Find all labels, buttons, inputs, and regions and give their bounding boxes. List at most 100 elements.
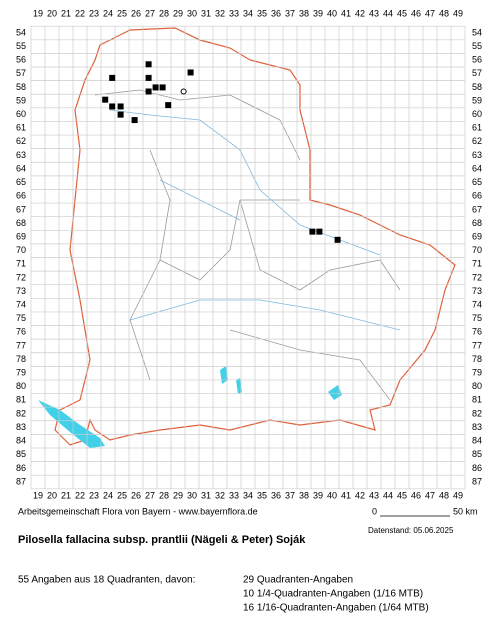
column-label: 33: [229, 490, 239, 500]
column-label: 21: [61, 8, 71, 18]
row-label: 66: [16, 191, 26, 201]
row-label: 58: [16, 82, 26, 92]
column-label: 36: [271, 8, 281, 18]
markers: [102, 61, 341, 243]
row-label: 86: [472, 463, 482, 473]
row-label: 76: [16, 327, 26, 337]
column-label: 30: [187, 490, 197, 500]
row-label: 58: [472, 82, 482, 92]
marker-square: [187, 69, 194, 76]
row-label: 70: [16, 245, 26, 255]
row-label: 68: [472, 218, 482, 228]
row-label: 54: [472, 27, 482, 37]
row-label: 71: [16, 259, 26, 269]
row-label: 63: [16, 150, 26, 160]
column-label: 27: [145, 8, 155, 18]
row-label: 78: [16, 354, 26, 364]
column-label: 35: [257, 490, 267, 500]
column-label: 22: [75, 490, 85, 500]
column-label: 40: [327, 490, 337, 500]
row-label: 77: [16, 340, 26, 350]
column-label: 26: [131, 8, 141, 18]
row-label: 66: [472, 191, 482, 201]
marker-square: [334, 236, 341, 243]
row-label: 77: [472, 340, 482, 350]
column-label: 42: [355, 490, 365, 500]
marker-square: [152, 84, 159, 91]
row-label: 84: [472, 436, 482, 446]
credit: Arbeitsgemeinschaft Flora von Bayern - w…: [18, 506, 258, 516]
row-label: 85: [16, 449, 26, 459]
row-label: 65: [16, 177, 26, 187]
grid-labels: 19 19 20 20 21 21 22 22 23 23 24 24 25 25 26 26 27 27 28 28…: [16, 8, 482, 500]
marker-square: [159, 84, 166, 91]
row-label: 78: [472, 354, 482, 364]
row-label: 56: [472, 55, 482, 65]
column-label: 44: [383, 8, 393, 18]
row-label: 87: [16, 476, 26, 486]
column-label: 24: [103, 490, 113, 500]
marker-square: [109, 103, 116, 110]
marker-circle: [180, 88, 187, 95]
column-label: 29: [173, 490, 183, 500]
column-label: 48: [439, 8, 449, 18]
marker-square: [117, 103, 124, 110]
column-label: 32: [215, 490, 225, 500]
marker-square: [165, 102, 172, 109]
column-label: 44: [383, 490, 393, 500]
row-label: 74: [472, 299, 482, 309]
row-label: 57: [472, 68, 482, 78]
marker-square: [309, 228, 316, 235]
column-label: 36: [271, 490, 281, 500]
marker-square: [109, 74, 116, 81]
column-label: 33: [229, 8, 239, 18]
column-label: 23: [89, 8, 99, 18]
row-label: 70: [472, 245, 482, 255]
row-label: 60: [472, 109, 482, 119]
column-label: 48: [439, 490, 449, 500]
marker-square: [145, 61, 152, 68]
row-label: 83: [472, 422, 482, 432]
row-label: 62: [16, 136, 26, 146]
count: 16 1/16-Quadranten-Angaben (1/64 MTB): [243, 603, 429, 614]
row-label: 86: [16, 463, 26, 473]
row-label: 80: [472, 381, 482, 391]
marker-square: [145, 74, 152, 81]
row-label: 55: [16, 41, 26, 51]
column-label: 37: [285, 8, 295, 18]
row-label: 64: [16, 163, 26, 173]
row-label: 61: [16, 123, 26, 133]
column-label: 22: [75, 8, 85, 18]
column-label: 34: [243, 8, 253, 18]
row-label: 80: [16, 381, 26, 391]
count: 10 1/4-Quadranten-Angaben (1/16 MTB): [243, 589, 423, 600]
marker-square: [117, 111, 124, 118]
row-label: 72: [16, 272, 26, 282]
marker-square: [316, 228, 323, 235]
column-label: 19: [33, 490, 43, 500]
column-label: 27: [145, 490, 155, 500]
row-label: 55: [472, 41, 482, 51]
row-label: 79: [472, 368, 482, 378]
row-label: 63: [472, 150, 482, 160]
species-title: Pilosella fallacina subsp. prantlii (Näg…: [18, 534, 306, 546]
column-label: 19: [33, 8, 43, 18]
row-label: 69: [472, 231, 482, 241]
column-label: 49: [453, 490, 463, 500]
column-label: 32: [215, 8, 225, 18]
column-label: 26: [131, 490, 141, 500]
column-label: 25: [117, 490, 127, 500]
column-label: 25: [117, 8, 127, 18]
marker-square: [131, 117, 138, 124]
column-label: 20: [47, 8, 57, 18]
row-label: 54: [16, 27, 26, 37]
column-label: 30: [187, 8, 197, 18]
row-label: 85: [472, 449, 482, 459]
marker-square: [145, 88, 152, 95]
row-label: 84: [16, 436, 26, 446]
column-label: 46: [411, 490, 421, 500]
column-label: 43: [369, 490, 379, 500]
row-label: 57: [16, 68, 26, 78]
column-label: 39: [313, 490, 323, 500]
